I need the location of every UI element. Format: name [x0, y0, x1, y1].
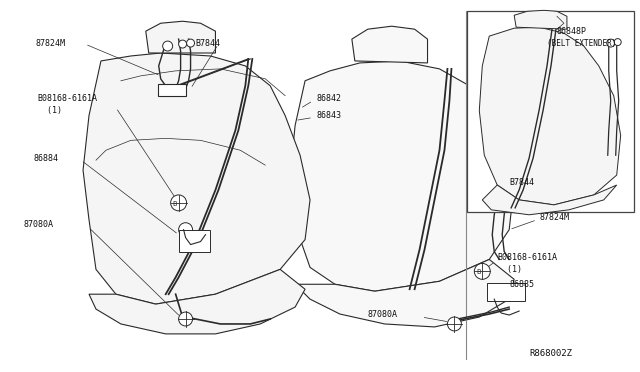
Circle shape [179, 40, 187, 48]
Text: B08168-6161A: B08168-6161A [37, 94, 97, 103]
Polygon shape [295, 259, 514, 327]
Bar [487, 283, 525, 301]
Circle shape [163, 41, 173, 51]
Text: 87080A: 87080A [23, 220, 53, 229]
Text: (1): (1) [497, 265, 522, 274]
Circle shape [614, 39, 621, 45]
Text: 87824M: 87824M [539, 213, 569, 222]
Text: R868002Z: R868002Z [529, 349, 572, 358]
Circle shape [191, 232, 200, 243]
Text: 86848P: 86848P [557, 27, 587, 36]
Text: B08168-6161A: B08168-6161A [497, 253, 557, 262]
Circle shape [495, 193, 505, 203]
Text: B7844: B7844 [509, 177, 534, 186]
Text: B: B [173, 201, 177, 207]
Text: (BELT EXTENDER): (BELT EXTENDER) [547, 39, 616, 48]
Bar [179, 230, 211, 251]
Polygon shape [352, 26, 428, 63]
Text: 86843: 86843 [316, 111, 341, 120]
Polygon shape [290, 61, 514, 291]
Bar [157, 84, 186, 96]
Text: (1): (1) [37, 106, 62, 115]
Text: 87080A: 87080A [368, 310, 398, 318]
Polygon shape [483, 185, 617, 215]
Circle shape [503, 193, 511, 201]
Polygon shape [479, 27, 621, 205]
Circle shape [607, 39, 614, 47]
Circle shape [179, 223, 193, 237]
Circle shape [179, 312, 193, 326]
Circle shape [474, 263, 490, 279]
Text: 86884: 86884 [33, 154, 58, 163]
Text: 87824M: 87824M [35, 39, 65, 48]
Text: B7844: B7844 [196, 39, 221, 48]
Text: B: B [476, 269, 481, 275]
Text: 86842: 86842 [316, 94, 341, 103]
Polygon shape [514, 10, 567, 29]
Circle shape [187, 39, 195, 47]
Polygon shape [89, 269, 305, 334]
Polygon shape [83, 53, 310, 304]
Polygon shape [146, 21, 216, 53]
Circle shape [447, 317, 461, 331]
Text: 86885: 86885 [509, 280, 534, 289]
Bar [467, 11, 634, 212]
Circle shape [171, 195, 187, 211]
